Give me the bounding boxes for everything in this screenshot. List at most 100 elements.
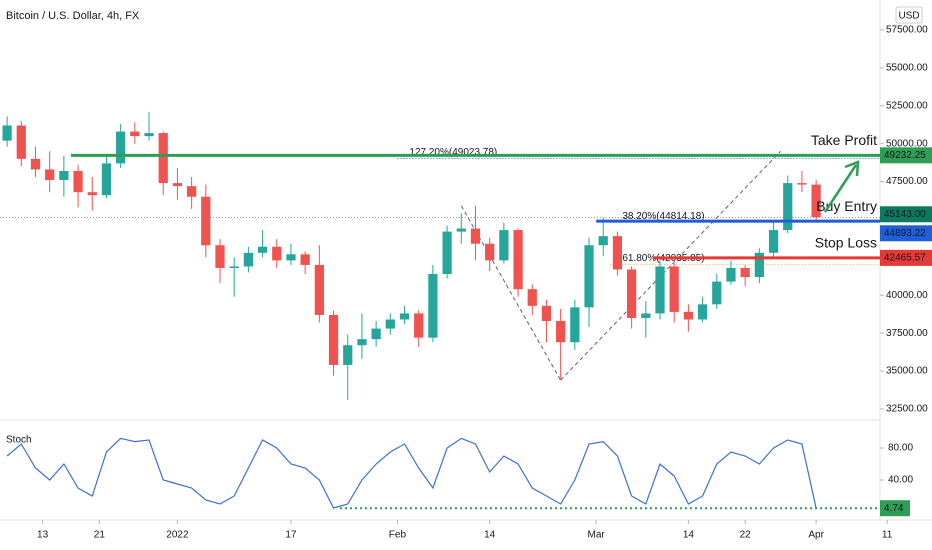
fib-label: 38.20%(44814.18) xyxy=(622,211,704,222)
target-arrow xyxy=(823,160,860,213)
stoch-y-tick-label: 80.00 xyxy=(888,443,913,454)
currency-box[interactable] xyxy=(895,6,923,24)
candle-body xyxy=(328,314,339,365)
y-tick-label: 50000.00 xyxy=(886,138,928,149)
x-tick-label: 14 xyxy=(683,530,695,541)
level-tag: 42465.57 xyxy=(884,253,926,264)
candle-body xyxy=(300,254,310,265)
x-tick-label: 17 xyxy=(285,530,297,541)
y-tick-label: 37500.00 xyxy=(886,328,928,339)
candle-body xyxy=(229,266,239,268)
x-tick-label: Apr xyxy=(808,530,824,541)
candle-body xyxy=(726,267,736,282)
candle-body xyxy=(598,236,608,246)
candle-body xyxy=(130,131,140,137)
y-tick-label: 40000.00 xyxy=(886,290,928,301)
trend-line xyxy=(560,150,782,381)
candle-body xyxy=(754,252,764,278)
y-tick-label: 35000.00 xyxy=(886,366,928,377)
candle-body xyxy=(215,245,225,268)
x-tick-label: 14 xyxy=(484,530,496,541)
candle-body xyxy=(30,158,41,170)
candle-body xyxy=(172,183,183,187)
candle-body xyxy=(201,196,211,246)
y-tick-label: 32500.00 xyxy=(886,404,928,415)
candle-body xyxy=(101,163,112,196)
last-price-tag-bg xyxy=(880,206,932,223)
candle-body xyxy=(627,269,637,318)
candle-body xyxy=(669,266,679,312)
stoch-tag-bg xyxy=(880,500,910,517)
indicator-name: Stoch xyxy=(6,435,32,446)
candle-body xyxy=(485,243,495,261)
stoch-y-tick-label: 40.00 xyxy=(888,475,913,486)
candle-body xyxy=(399,313,410,320)
candle-body xyxy=(116,131,126,164)
level-tag-bg xyxy=(880,249,932,266)
level-tag: 49232.25 xyxy=(884,150,926,161)
trend-line xyxy=(460,205,562,381)
candle-body xyxy=(612,236,623,270)
x-tick-label: 13 xyxy=(37,530,49,541)
candle-body xyxy=(144,133,154,137)
candle-body xyxy=(73,170,83,193)
candle-body xyxy=(712,281,722,305)
candle-body xyxy=(541,305,552,322)
candle-body xyxy=(343,345,353,365)
x-tick-label: Feb xyxy=(389,530,407,541)
candle-body xyxy=(641,313,651,318)
x-tick-label: 22 xyxy=(740,530,752,541)
fib-label: 127.20%(49023.78) xyxy=(409,147,497,158)
candle-body xyxy=(570,307,580,343)
candle-body xyxy=(45,169,55,181)
candle-body xyxy=(2,125,12,141)
candle-body xyxy=(697,304,708,320)
candle-body xyxy=(556,321,566,343)
candle-body xyxy=(811,184,821,218)
candle-body xyxy=(797,183,807,185)
level-label: Stop Loss xyxy=(815,235,877,251)
candle-body xyxy=(470,228,481,244)
candle-body xyxy=(783,183,793,231)
candle-body xyxy=(286,254,296,261)
currency: USD xyxy=(898,11,919,22)
y-tick-label: 47500.00 xyxy=(886,176,928,187)
candle-body xyxy=(456,228,466,232)
candle-body xyxy=(257,246,268,253)
candle-body xyxy=(187,186,197,197)
level-tag-bg xyxy=(880,225,932,242)
candle-body xyxy=(371,328,381,340)
candle-body xyxy=(272,246,282,261)
y-tick-label: 55000.00 xyxy=(886,63,928,74)
candle-body xyxy=(314,264,324,315)
candle-body xyxy=(158,133,168,184)
level-tag-bg xyxy=(880,147,932,164)
candle-body xyxy=(655,266,665,314)
stoch-line xyxy=(6,437,817,509)
y-tick-label: 52500.00 xyxy=(886,100,928,111)
candle-body xyxy=(428,274,438,338)
candle-body xyxy=(499,230,509,261)
candle-body xyxy=(87,192,97,196)
candle-body xyxy=(59,170,69,181)
candle-body xyxy=(243,252,253,267)
last-price-tag: 45143.00 xyxy=(884,209,926,220)
x-tick-label: 21 xyxy=(94,530,106,541)
candle-body xyxy=(584,245,594,308)
candle-body xyxy=(740,267,750,278)
plot: 57500.00 55000.00 52500.00 50000.00 47500.00… xyxy=(0,25,932,541)
candle-body xyxy=(768,230,779,253)
candle-body xyxy=(16,125,26,159)
candle-body xyxy=(357,339,367,346)
y-tick-label: 57500.00 xyxy=(886,25,928,36)
candle-body xyxy=(385,319,395,329)
candle-body xyxy=(683,311,693,320)
x-tick-label: 11 xyxy=(882,530,893,541)
candle-body xyxy=(414,313,424,338)
x-tick-label: 2022 xyxy=(166,530,189,541)
level-tag: 44893.22 xyxy=(884,228,926,239)
candle-body xyxy=(513,230,523,290)
level-label: Take Profit xyxy=(811,132,877,148)
